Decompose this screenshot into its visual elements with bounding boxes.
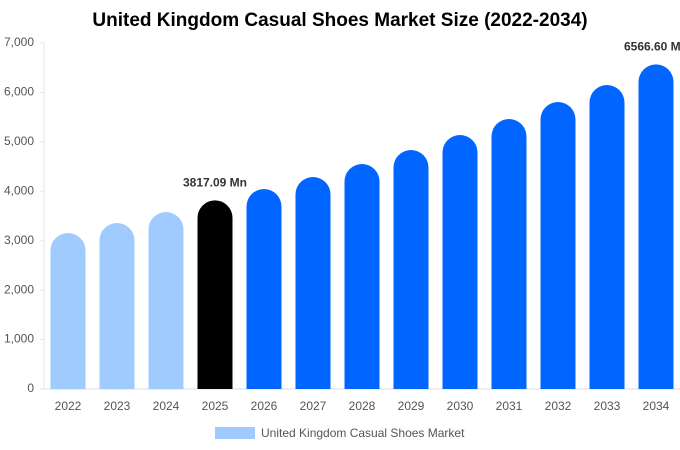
x-tick-label: 2024 <box>153 399 180 413</box>
x-tick-label: 2026 <box>251 399 278 413</box>
x-tick-label: 2027 <box>300 399 327 413</box>
x-tick-label: 2023 <box>104 399 131 413</box>
chart-title: United Kingdom Casual Shoes Market Size … <box>92 10 587 31</box>
bar <box>589 85 625 389</box>
bar <box>197 200 233 389</box>
bar <box>344 164 380 389</box>
legend-label: United Kingdom Casual Shoes Market <box>261 426 465 440</box>
bar <box>638 64 674 390</box>
bar <box>295 177 331 389</box>
x-tick-label: 2030 <box>447 399 474 413</box>
x-tick-label: 2033 <box>594 399 621 413</box>
x-tick-label: 2022 <box>55 399 82 413</box>
bar <box>50 233 86 389</box>
data-label: 6566.60 Mn <box>624 40 680 54</box>
y-tick-label: 7,000 <box>4 35 34 49</box>
x-tick-label: 2025 <box>202 399 229 413</box>
bar <box>148 211 184 389</box>
y-tick-label: 0 <box>27 381 34 395</box>
y-tick-label: 3,000 <box>4 233 34 247</box>
x-tick-label: 2028 <box>349 399 376 413</box>
y-tick-label: 2,000 <box>4 282 34 296</box>
bar <box>99 223 135 389</box>
legend-swatch <box>215 427 255 439</box>
y-tick-label: 5,000 <box>4 134 34 148</box>
bar <box>540 102 576 390</box>
x-tick-label: 2032 <box>545 399 572 413</box>
x-tick-label: 2031 <box>496 399 523 413</box>
y-tick-label: 6,000 <box>4 85 34 99</box>
bar <box>393 150 429 389</box>
x-tick-label: 2034 <box>643 399 670 413</box>
y-tick-label: 1,000 <box>4 332 34 346</box>
data-label: 3817.09 Mn <box>183 175 247 189</box>
bar <box>442 134 478 389</box>
x-tick-label: 2029 <box>398 399 425 413</box>
bar <box>246 189 282 389</box>
y-tick-label: 4,000 <box>4 183 34 197</box>
bar <box>491 119 527 389</box>
